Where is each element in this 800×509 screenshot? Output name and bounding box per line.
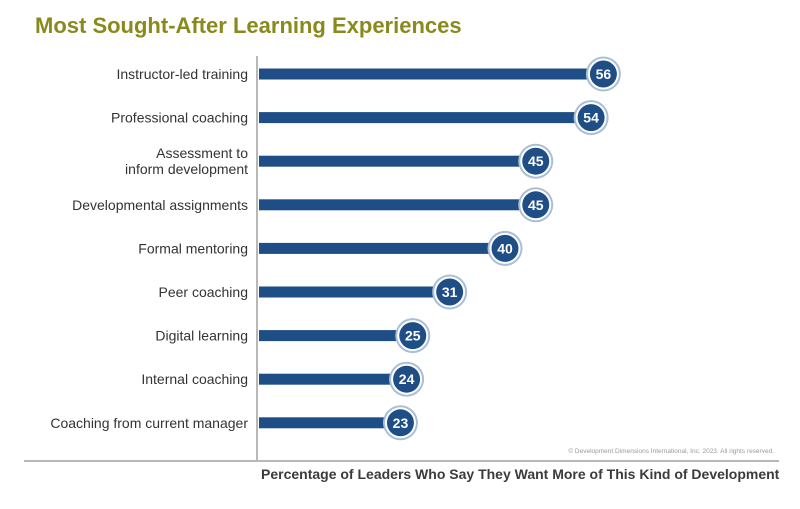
value-bubble: 40 bbox=[487, 230, 523, 266]
value-label: 45 bbox=[528, 153, 544, 169]
bar bbox=[259, 242, 505, 254]
bar bbox=[259, 417, 401, 429]
value-label: 56 bbox=[596, 66, 612, 82]
value-bubble-core bbox=[436, 278, 464, 306]
bars-group bbox=[259, 68, 604, 429]
value-bubble: 31 bbox=[432, 274, 468, 310]
value-bubble: 23 bbox=[382, 405, 418, 441]
value-label: 31 bbox=[442, 284, 458, 300]
bar bbox=[259, 68, 604, 80]
category-label: Internal coaching bbox=[141, 371, 248, 387]
bar bbox=[259, 112, 592, 124]
copyright-note: © Development Dimensions International, … bbox=[568, 448, 774, 455]
value-label: 23 bbox=[393, 415, 409, 431]
value-label: 45 bbox=[528, 197, 544, 213]
category-label: Developmental assignments bbox=[72, 197, 248, 213]
bar bbox=[259, 373, 407, 385]
bar bbox=[259, 286, 450, 298]
value-bubble: 25 bbox=[395, 318, 431, 354]
value-bubble-core bbox=[491, 234, 519, 262]
value-label: 54 bbox=[583, 110, 599, 126]
value-bubble: 45 bbox=[518, 187, 554, 223]
category-label: Digital learning bbox=[155, 328, 248, 344]
value-label: 25 bbox=[405, 328, 421, 344]
value-bubble-core bbox=[577, 104, 605, 132]
x-axis-label: Percentage of Leaders Who Say They Want … bbox=[261, 466, 780, 482]
value-bubble: 54 bbox=[573, 100, 609, 136]
value-bubble-core bbox=[393, 365, 421, 393]
category-label: Peer coaching bbox=[158, 284, 248, 300]
value-bubble: 45 bbox=[518, 143, 554, 179]
category-label: Formal mentoring bbox=[138, 240, 248, 256]
value-bubble: 24 bbox=[389, 361, 425, 397]
value-bubble-core bbox=[386, 409, 414, 437]
category-label: Professional coaching bbox=[111, 110, 248, 126]
value-label: 24 bbox=[399, 371, 415, 387]
value-bubble-core bbox=[589, 60, 617, 88]
category-label: Coaching from current manager bbox=[50, 415, 248, 431]
bar bbox=[259, 330, 413, 342]
value-label: 40 bbox=[497, 240, 513, 256]
bar bbox=[259, 155, 536, 167]
value-bubble-core bbox=[522, 191, 550, 219]
bar bbox=[259, 199, 536, 211]
value-bubble-core bbox=[399, 322, 427, 350]
chart-title: Most Sought-After Learning Experiences bbox=[35, 13, 462, 38]
value-bubble-core bbox=[522, 147, 550, 175]
category-labels-group: Instructor-led training Professional coac… bbox=[50, 66, 248, 431]
category-label: Assessment to inform development bbox=[125, 145, 248, 177]
category-label: Instructor-led training bbox=[116, 66, 248, 82]
value-bubble: 56 bbox=[585, 56, 621, 92]
value-bubbles-group: 56 54 45 45 40 31 25 24 23 bbox=[382, 56, 621, 441]
